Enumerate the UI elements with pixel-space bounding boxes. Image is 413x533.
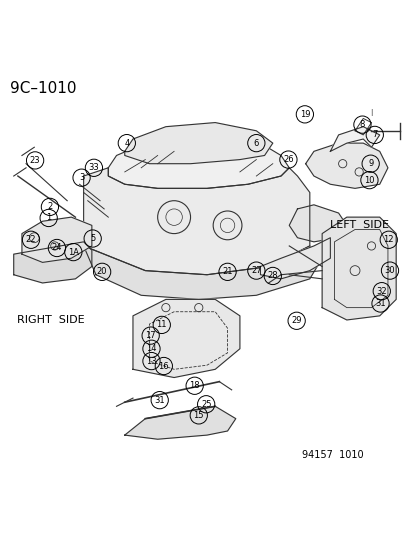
Text: 19: 19 [299, 110, 309, 119]
Polygon shape [83, 168, 309, 274]
Text: 33: 33 [88, 163, 99, 172]
Polygon shape [108, 135, 289, 188]
Polygon shape [260, 238, 330, 279]
Text: 9: 9 [367, 159, 373, 168]
Text: 31: 31 [374, 299, 385, 308]
Text: 20: 20 [97, 268, 107, 276]
Text: 3: 3 [79, 173, 84, 182]
Text: 1: 1 [46, 214, 51, 222]
Text: 2: 2 [47, 203, 52, 212]
Text: 29: 29 [291, 316, 301, 325]
Text: 11: 11 [156, 320, 166, 329]
Text: 32: 32 [375, 287, 386, 296]
Text: 28: 28 [267, 271, 278, 280]
Text: LEFT  SIDE: LEFT SIDE [329, 220, 388, 230]
Text: 6: 6 [253, 139, 259, 148]
Text: 5: 5 [90, 234, 95, 243]
Text: 1A: 1A [68, 248, 78, 256]
Text: 23: 23 [30, 156, 40, 165]
Polygon shape [14, 242, 92, 283]
Polygon shape [321, 217, 395, 320]
Text: 10: 10 [363, 176, 374, 184]
Polygon shape [330, 127, 379, 151]
Text: 25: 25 [200, 400, 211, 409]
Text: 24: 24 [52, 244, 62, 253]
Text: RIGHT  SIDE: RIGHT SIDE [17, 315, 84, 325]
Text: 8: 8 [359, 120, 364, 129]
Text: 14: 14 [146, 344, 157, 353]
Text: 22: 22 [26, 235, 36, 244]
Polygon shape [124, 406, 235, 439]
Polygon shape [305, 143, 387, 188]
Text: 9C–1010: 9C–1010 [9, 82, 76, 96]
Text: 16: 16 [158, 361, 169, 370]
Text: 30: 30 [384, 266, 394, 275]
Polygon shape [83, 246, 321, 300]
Polygon shape [22, 217, 92, 262]
Text: 13: 13 [146, 357, 157, 366]
Text: 27: 27 [250, 266, 261, 275]
Text: 4: 4 [124, 139, 129, 148]
Text: 7: 7 [371, 131, 377, 140]
Text: 26: 26 [282, 155, 293, 164]
Text: 21: 21 [222, 268, 232, 276]
Text: |: | [369, 109, 372, 116]
Polygon shape [133, 300, 239, 377]
Polygon shape [289, 205, 346, 242]
Text: 18: 18 [189, 381, 199, 390]
Text: 15: 15 [193, 411, 204, 420]
Text: 12: 12 [382, 235, 393, 244]
Text: 94157  1010: 94157 1010 [301, 450, 362, 460]
Text: 17: 17 [145, 331, 156, 340]
Polygon shape [124, 123, 272, 164]
Text: 31: 31 [154, 395, 165, 405]
